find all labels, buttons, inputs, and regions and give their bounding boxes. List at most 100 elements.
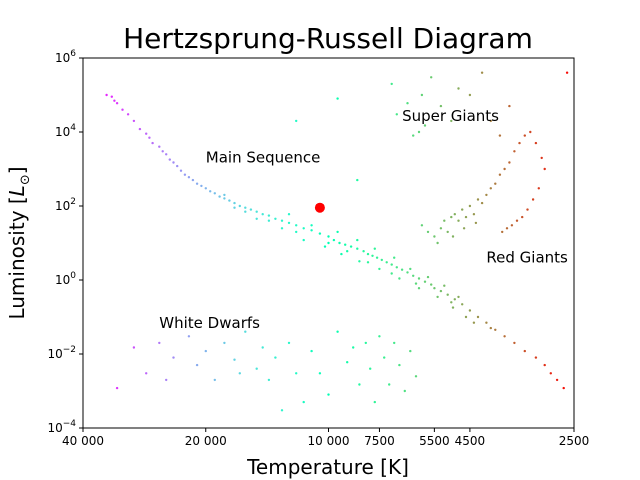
data-point xyxy=(461,303,464,306)
data-point xyxy=(453,213,456,216)
data-point xyxy=(398,277,401,280)
data-point xyxy=(498,134,502,137)
data-point xyxy=(489,119,492,123)
data-point xyxy=(420,224,424,227)
data-point xyxy=(336,230,339,234)
data-point xyxy=(388,383,391,386)
data-point xyxy=(161,150,164,153)
data-point xyxy=(318,372,322,375)
data-point xyxy=(356,247,359,250)
y-axis-label-symbol: L xyxy=(5,185,29,196)
data-point xyxy=(489,187,492,190)
data-point xyxy=(132,346,136,349)
data-point xyxy=(508,104,511,108)
data-point xyxy=(375,256,379,259)
data-point xyxy=(223,193,226,197)
data-point xyxy=(280,219,284,222)
data-point xyxy=(218,195,221,198)
data-point xyxy=(423,124,427,127)
data-point xyxy=(338,241,341,245)
x-tick-label: 4500 xyxy=(455,434,486,448)
y-axis-ticks: 10−4 10−2 100 102 104 106 xyxy=(47,49,83,435)
chart-title: Hertzsprung-Russell Diagram xyxy=(123,22,533,55)
data-point xyxy=(523,349,526,353)
data-point xyxy=(145,132,148,135)
data-point xyxy=(115,102,119,105)
x-tick-label: 20 000 xyxy=(185,434,227,448)
data-point xyxy=(274,356,277,359)
data-point xyxy=(420,93,424,97)
data-point xyxy=(390,272,393,275)
data-point xyxy=(426,275,430,279)
data-point xyxy=(526,208,529,211)
data-point xyxy=(446,230,449,234)
data-point xyxy=(362,250,365,253)
data-point xyxy=(489,326,492,330)
data-point xyxy=(358,383,361,386)
data-point xyxy=(373,247,376,250)
data-point xyxy=(450,301,453,304)
data-point xyxy=(518,141,521,145)
data-point xyxy=(295,372,298,375)
data-point xyxy=(393,256,396,259)
data-point xyxy=(409,349,412,353)
data-point xyxy=(439,227,443,230)
data-point xyxy=(121,108,124,111)
data-point xyxy=(145,372,148,375)
data-point xyxy=(414,375,418,378)
data-point xyxy=(244,210,247,213)
data-point xyxy=(523,134,526,137)
y-tick-label: 100 xyxy=(55,271,76,287)
x-tick-label: 7500 xyxy=(364,434,395,448)
x-axis-label: Temperature [K] xyxy=(246,455,409,479)
data-point xyxy=(534,356,538,359)
data-point xyxy=(346,250,349,253)
data-point xyxy=(255,210,258,213)
data-point xyxy=(457,295,460,299)
data-point xyxy=(513,341,516,345)
data-point xyxy=(400,268,404,271)
data-point xyxy=(327,393,330,396)
data-point xyxy=(255,217,258,220)
data-point xyxy=(287,341,291,345)
data-point xyxy=(555,378,559,382)
data-point xyxy=(464,215,468,219)
data-point xyxy=(267,378,271,382)
data-point xyxy=(346,361,349,364)
data-point xyxy=(195,182,199,185)
x-axis-ticks: 40 000 20 000 10 000 7500 5500 4500 2500 xyxy=(62,428,589,448)
sun-marker xyxy=(314,202,325,213)
data-point xyxy=(485,321,488,324)
data-point xyxy=(505,227,509,230)
scatter-points xyxy=(105,71,569,412)
data-point xyxy=(223,341,226,345)
data-point xyxy=(233,206,236,209)
data-point xyxy=(213,192,216,195)
data-point xyxy=(439,104,443,108)
data-point xyxy=(132,119,136,123)
data-point xyxy=(453,298,456,301)
data-point xyxy=(443,284,446,287)
data-point xyxy=(390,263,393,266)
data-point xyxy=(457,219,460,222)
data-point xyxy=(417,287,421,290)
y-axis-label: Luminosity [L⊙] xyxy=(5,166,33,319)
data-point xyxy=(244,206,247,209)
data-point xyxy=(494,328,497,331)
data-point xyxy=(476,315,480,319)
data-point xyxy=(356,178,359,182)
data-point xyxy=(176,164,179,168)
data-point xyxy=(385,261,388,264)
x-tick-label: 10 000 xyxy=(308,434,350,448)
data-point xyxy=(295,224,298,227)
y-axis-label-subscript: ⊙ xyxy=(18,174,33,185)
annotation-label: White Dwarfs xyxy=(159,314,260,332)
data-point xyxy=(521,215,524,219)
data-point xyxy=(223,197,226,200)
data-point xyxy=(302,238,305,242)
data-point xyxy=(373,400,376,404)
data-point xyxy=(323,245,327,248)
data-point xyxy=(364,341,367,345)
data-point xyxy=(340,252,343,256)
data-point xyxy=(295,119,298,123)
